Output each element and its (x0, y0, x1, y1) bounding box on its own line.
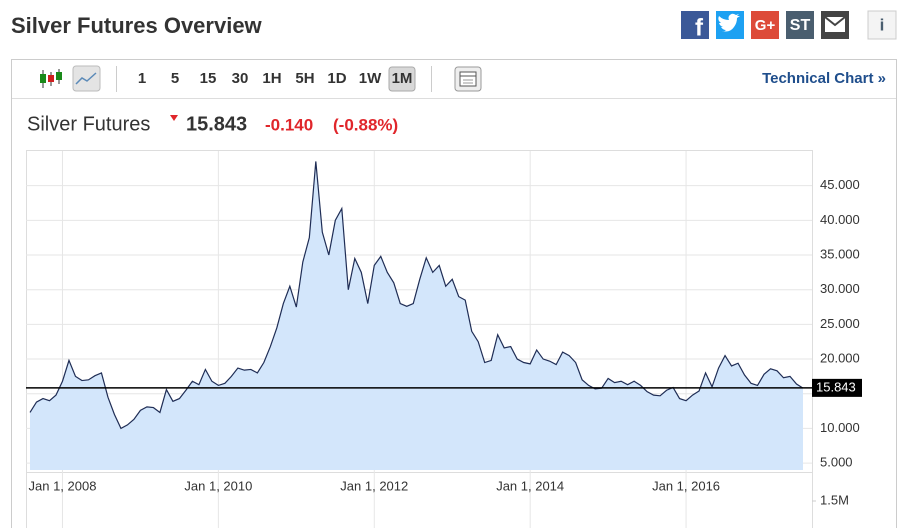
x-tick-label: Jan 1, 2012 (340, 478, 408, 493)
y-tick-label: 10.000 (820, 420, 860, 435)
page-title: Silver Futures Overview (11, 13, 263, 38)
interval-button[interactable]: 30 (232, 70, 249, 87)
percent-change: (-0.88%) (333, 115, 398, 134)
share-mail[interactable] (821, 11, 849, 39)
price-line (29, 161, 804, 430)
price-change: -0.140 (265, 115, 313, 134)
interval-button[interactable]: 1M (392, 70, 413, 87)
interval-button[interactable]: 5H (295, 70, 314, 87)
share-twitter[interactable] (716, 11, 744, 39)
share-google[interactable]: G+ (751, 11, 779, 39)
plot: 1515301H5H1D1W1MInvesting.com5.00010.000… (26, 66, 862, 528)
y-tick-label: 45.000 (820, 177, 860, 192)
icon-letter: ST (790, 17, 811, 34)
interval-button[interactable]: 15 (200, 70, 217, 87)
active-interval-bg (388, 66, 416, 92)
x-tick-label: Jan 1, 2010 (184, 478, 252, 493)
instrument-name: Silver Futures (27, 113, 150, 135)
last-price: 15.843 (186, 113, 247, 135)
y-tick-label: 20.000 (820, 350, 860, 365)
layout-button[interactable] (454, 66, 482, 92)
y-tick-label: 40.000 (820, 212, 860, 227)
widget-frame (11, 59, 897, 528)
y-tick-label: 5.000 (820, 455, 853, 470)
x-tick-label: Jan 1, 2008 (29, 478, 97, 493)
share-stumble[interactable]: ST (786, 11, 814, 39)
area-fill (30, 161, 803, 471)
line-button[interactable] (72, 65, 101, 92)
interval-button[interactable]: 5 (171, 70, 179, 87)
icon-letter: f (695, 14, 704, 41)
y-tick-label: 35.000 (820, 246, 860, 261)
interval-button[interactable]: 1H (262, 70, 281, 87)
info-button[interactable]: i (867, 10, 897, 40)
x-tick-label: Jan 1, 2016 (652, 478, 720, 493)
interval-button[interactable]: 1 (138, 70, 146, 87)
technical-chart-link[interactable]: Technical Chart » (762, 70, 886, 87)
last-price-label: 15.843 (816, 379, 856, 394)
x-tick-label: Jan 1, 2014 (496, 478, 564, 493)
icon-letter: i (880, 15, 885, 34)
last-price-box (812, 378, 862, 397)
volume-tick-label: 1.5M (820, 492, 849, 507)
candles-button[interactable] (40, 69, 62, 88)
share-facebook[interactable]: f (681, 11, 709, 41)
down-arrow (170, 115, 178, 121)
plot-frame (26, 150, 813, 528)
y-tick-label: 30.000 (820, 281, 860, 296)
interval-button[interactable]: 1W (359, 70, 382, 87)
y-tick-label: 25.000 (820, 316, 860, 331)
interval-button[interactable]: 1D (327, 70, 346, 87)
icon-letter: G+ (755, 17, 776, 34)
